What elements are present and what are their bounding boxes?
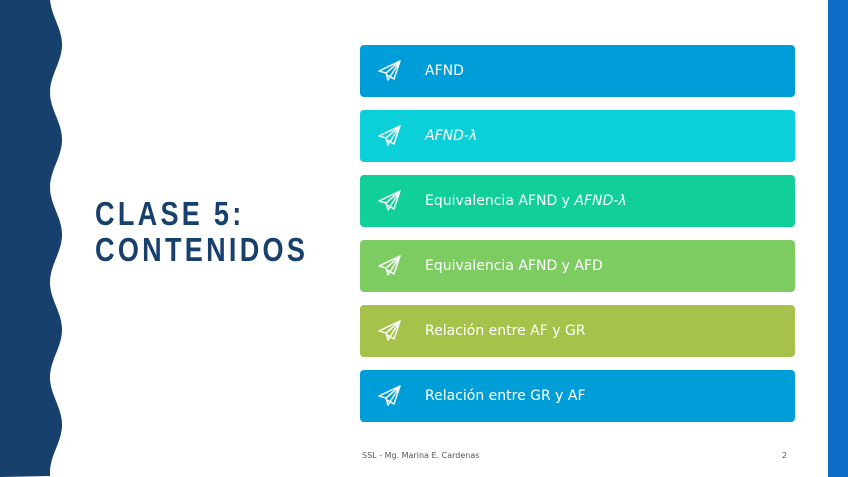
- paper-plane-icon: [378, 190, 401, 211]
- paper-plane-icon: [378, 125, 401, 146]
- slide-title: CLASE 5: CONTENIDOS: [95, 196, 308, 268]
- content-item-label: Equivalencia AFND y AFD: [425, 258, 603, 274]
- wave-decoration: [0, 0, 62, 477]
- content-item[interactable]: Equivalencia AFND y AFD: [360, 240, 795, 292]
- content-item[interactable]: Relación entre GR y AF: [360, 370, 795, 422]
- content-item[interactable]: AFND: [360, 45, 795, 97]
- label-italic: AFND-λ: [425, 128, 478, 144]
- content-item[interactable]: AFND-λ: [360, 110, 795, 162]
- label-text: Relación entre GR y AF: [425, 388, 586, 404]
- paper-plane-icon: [378, 320, 401, 341]
- page-number: 2: [782, 451, 788, 460]
- paper-plane-icon: [378, 385, 401, 406]
- content-item[interactable]: Equivalencia AFND y AFND-λ: [360, 175, 795, 227]
- content-item-label: Relación entre GR y AF: [425, 388, 586, 404]
- content-item[interactable]: Relación entre AF y GR: [360, 305, 795, 357]
- label-italic: AFND-λ: [574, 193, 627, 209]
- content-item-label: AFND-λ: [425, 128, 477, 144]
- title-line-1: CLASE 5:: [95, 195, 245, 232]
- content-item-label: Equivalencia AFND y AFND-λ: [425, 193, 627, 209]
- right-accent-bar: [828, 0, 848, 477]
- paper-plane-icon: [378, 60, 401, 81]
- footer-author: SSL - Mg. Marina E. Cardenas: [362, 451, 480, 460]
- label-text: Relación entre AF y GR: [425, 323, 586, 339]
- label-text: Equivalencia AFND y: [425, 193, 575, 209]
- paper-plane-icon: [378, 255, 401, 276]
- content-item-label: Relación entre AF y GR: [425, 323, 586, 339]
- title-line-2: CONTENIDOS: [95, 231, 309, 268]
- label-text: Equivalencia AFND y AFD: [425, 258, 603, 274]
- content-item-label: AFND: [425, 63, 464, 79]
- label-text: AFND: [425, 63, 464, 79]
